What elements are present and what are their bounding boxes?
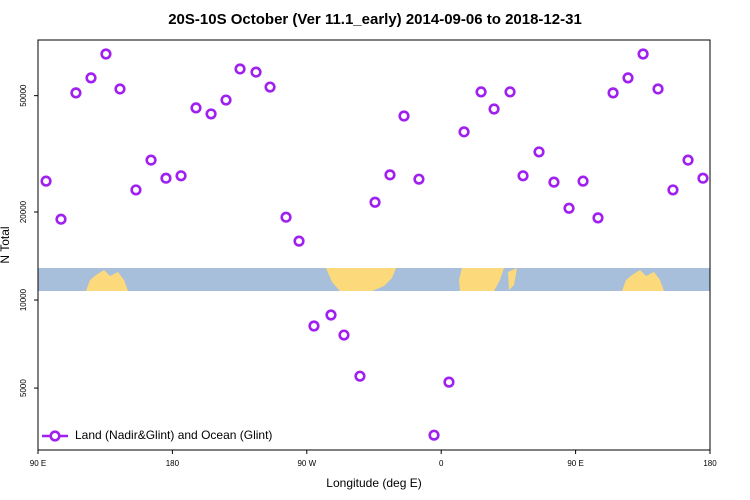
point xyxy=(175,170,187,182)
land-patch xyxy=(86,270,128,291)
point xyxy=(70,87,82,99)
point xyxy=(250,66,262,78)
land-patch xyxy=(326,268,396,291)
land-patch xyxy=(622,270,664,291)
point xyxy=(130,184,142,196)
point xyxy=(280,211,292,223)
point xyxy=(369,196,381,208)
legend-label: Land (Nadir&Glint) and Ocean (Glint) xyxy=(75,428,272,442)
point xyxy=(488,103,500,115)
point xyxy=(533,146,545,158)
y-axis-label: N Total xyxy=(0,226,12,263)
point xyxy=(577,175,589,187)
point xyxy=(413,173,425,185)
y-tick-label: 10000 xyxy=(19,288,28,311)
point xyxy=(697,172,709,184)
y-tick-label: 20000 xyxy=(19,200,28,223)
point xyxy=(205,108,217,120)
point xyxy=(55,213,67,225)
point xyxy=(384,169,396,181)
point xyxy=(308,320,320,332)
point xyxy=(504,86,516,98)
point xyxy=(563,202,575,214)
point xyxy=(354,370,366,382)
point xyxy=(190,102,202,114)
x-tick-label: 90 E xyxy=(567,459,583,468)
point xyxy=(145,154,157,166)
point xyxy=(220,94,232,106)
point xyxy=(443,376,455,388)
x-tick-label: 0 xyxy=(439,459,444,468)
point xyxy=(160,172,172,184)
point xyxy=(637,48,649,60)
point xyxy=(475,86,487,98)
y-tick-label: 5000 xyxy=(19,379,28,397)
x-tick-label: 90 W xyxy=(297,459,316,468)
point xyxy=(100,48,112,60)
point xyxy=(667,184,679,196)
point xyxy=(458,126,470,138)
x-tick-label: 180 xyxy=(166,459,180,468)
point xyxy=(338,329,350,341)
point xyxy=(114,83,126,95)
land-patch xyxy=(459,268,504,291)
point xyxy=(622,72,634,84)
y-tick-label: 50000 xyxy=(19,84,28,107)
point xyxy=(325,309,337,321)
point xyxy=(293,235,305,247)
land-patch xyxy=(508,268,517,290)
x-tick-label: 90 E xyxy=(30,459,46,468)
point xyxy=(428,429,440,441)
point xyxy=(234,63,246,75)
point xyxy=(398,110,410,122)
x-tick-label: 180 xyxy=(703,459,717,468)
point xyxy=(85,72,97,84)
map-band xyxy=(38,268,710,291)
chart-title: 20S-10S October (Ver 11.1_early) 2014-09… xyxy=(168,11,582,28)
legend-marker xyxy=(49,430,61,442)
point xyxy=(548,176,560,188)
point xyxy=(40,175,52,187)
point xyxy=(264,81,276,93)
point xyxy=(592,212,604,224)
point xyxy=(517,170,529,182)
point xyxy=(682,154,694,166)
plot-frame xyxy=(37,39,711,451)
x-axis-label: Longitude (deg E) xyxy=(326,476,421,490)
point xyxy=(652,83,664,95)
point xyxy=(607,87,619,99)
